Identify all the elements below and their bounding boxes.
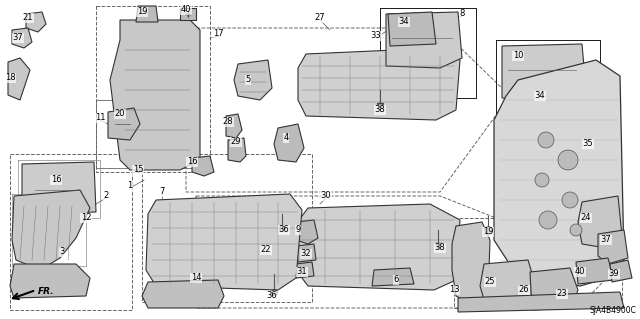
Polygon shape: [8, 58, 30, 100]
Polygon shape: [180, 8, 196, 20]
Polygon shape: [578, 196, 622, 248]
Text: 19: 19: [137, 8, 147, 17]
Text: 16: 16: [187, 158, 197, 167]
Text: 12: 12: [81, 213, 92, 222]
Text: 16: 16: [51, 175, 61, 184]
Text: 31: 31: [297, 268, 307, 277]
Text: 40: 40: [180, 5, 191, 14]
Polygon shape: [372, 268, 414, 286]
Polygon shape: [260, 240, 282, 268]
Text: 26: 26: [518, 286, 529, 294]
Text: 19: 19: [483, 227, 493, 236]
Text: 29: 29: [231, 137, 241, 146]
Polygon shape: [26, 12, 46, 32]
Text: 13: 13: [449, 286, 460, 294]
Polygon shape: [296, 220, 318, 244]
Text: 8: 8: [460, 10, 465, 19]
Text: 11: 11: [95, 114, 105, 122]
Text: 2: 2: [104, 191, 109, 201]
Text: 23: 23: [557, 290, 567, 299]
Text: 17: 17: [212, 29, 223, 39]
Polygon shape: [480, 260, 534, 306]
Polygon shape: [598, 230, 628, 264]
Text: 33: 33: [371, 32, 381, 41]
Polygon shape: [576, 258, 614, 284]
Polygon shape: [12, 190, 90, 270]
Text: 7: 7: [159, 188, 164, 197]
Text: 35: 35: [582, 139, 593, 149]
Polygon shape: [502, 44, 586, 100]
Polygon shape: [12, 28, 32, 48]
Text: 6: 6: [394, 276, 399, 285]
Polygon shape: [226, 114, 242, 138]
Polygon shape: [520, 98, 568, 128]
Polygon shape: [296, 262, 314, 278]
Text: 39: 39: [609, 270, 620, 278]
Text: 27: 27: [315, 13, 325, 23]
Text: 3: 3: [60, 248, 65, 256]
Circle shape: [570, 224, 582, 236]
Polygon shape: [458, 292, 624, 312]
Text: 5: 5: [245, 76, 251, 85]
Text: 34: 34: [399, 18, 410, 26]
Text: 40: 40: [575, 268, 585, 277]
Polygon shape: [146, 194, 302, 290]
Circle shape: [562, 192, 578, 208]
Polygon shape: [136, 6, 158, 22]
Polygon shape: [296, 204, 460, 290]
Text: 14: 14: [191, 273, 201, 283]
Text: 18: 18: [4, 73, 15, 83]
Polygon shape: [296, 244, 316, 262]
Text: 25: 25: [484, 278, 495, 286]
Polygon shape: [298, 48, 460, 120]
Polygon shape: [228, 138, 246, 162]
Text: 37: 37: [13, 33, 24, 42]
Text: 28: 28: [223, 117, 234, 127]
Circle shape: [535, 173, 549, 187]
Polygon shape: [388, 12, 436, 46]
Text: 36: 36: [267, 292, 277, 300]
Polygon shape: [494, 60, 624, 286]
Text: 30: 30: [321, 191, 332, 201]
Text: 20: 20: [115, 109, 125, 118]
Text: 10: 10: [513, 51, 524, 61]
Text: 4: 4: [284, 133, 289, 143]
Polygon shape: [142, 280, 224, 308]
Text: 38: 38: [374, 106, 385, 115]
Text: 32: 32: [301, 249, 311, 258]
Polygon shape: [110, 20, 200, 170]
Text: SJA4B4900C: SJA4B4900C: [589, 306, 636, 315]
Text: FR.: FR.: [38, 287, 54, 296]
Text: 15: 15: [132, 166, 143, 174]
Text: 9: 9: [296, 226, 301, 234]
Polygon shape: [22, 162, 96, 214]
Text: 21: 21: [23, 13, 33, 23]
Text: 1: 1: [127, 182, 132, 190]
Polygon shape: [192, 156, 214, 176]
Circle shape: [539, 211, 557, 229]
Polygon shape: [108, 108, 140, 140]
Polygon shape: [452, 222, 490, 304]
Polygon shape: [530, 268, 578, 310]
Polygon shape: [10, 264, 90, 298]
Text: 36: 36: [278, 226, 289, 234]
Circle shape: [538, 132, 554, 148]
Text: 38: 38: [435, 243, 445, 253]
Text: 22: 22: [260, 246, 271, 255]
Polygon shape: [610, 260, 632, 282]
Text: 37: 37: [600, 235, 611, 244]
Polygon shape: [234, 60, 272, 100]
Polygon shape: [274, 124, 304, 162]
Text: 34: 34: [534, 92, 545, 100]
Circle shape: [558, 150, 578, 170]
Text: 24: 24: [580, 213, 591, 222]
Polygon shape: [386, 12, 462, 68]
